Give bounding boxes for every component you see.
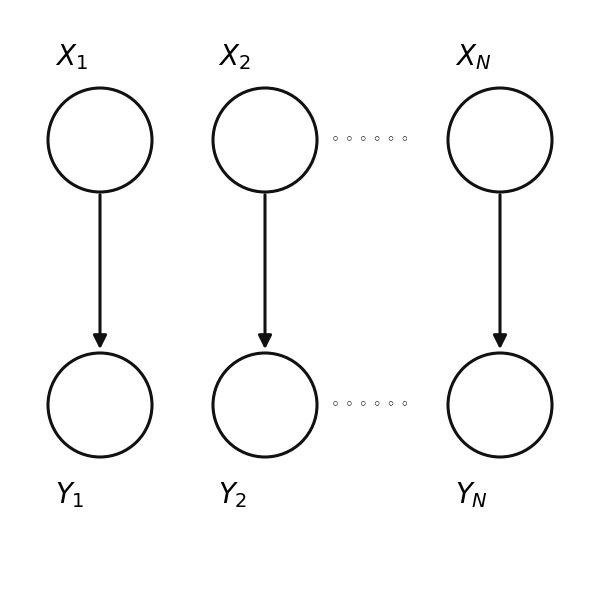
Text: $Y_2$: $Y_2$	[218, 480, 247, 510]
Circle shape	[213, 353, 317, 457]
Text: ◦ ◦ ◦ ◦ ◦ ◦: ◦ ◦ ◦ ◦ ◦ ◦	[331, 398, 409, 412]
Text: $X_N$: $X_N$	[455, 42, 491, 72]
Text: $Y_N$: $Y_N$	[455, 480, 488, 510]
Text: $X_1$: $X_1$	[55, 42, 88, 72]
Circle shape	[48, 88, 152, 192]
Text: $Y_1$: $Y_1$	[55, 480, 85, 510]
Circle shape	[48, 353, 152, 457]
Circle shape	[448, 88, 552, 192]
Circle shape	[213, 88, 317, 192]
Circle shape	[448, 353, 552, 457]
Text: $X_2$: $X_2$	[218, 42, 251, 72]
Text: ◦ ◦ ◦ ◦ ◦ ◦: ◦ ◦ ◦ ◦ ◦ ◦	[331, 133, 409, 147]
